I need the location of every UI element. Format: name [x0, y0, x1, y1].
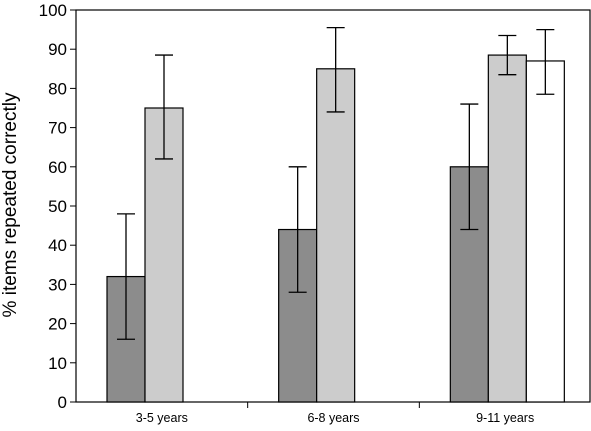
- y-axis-title: % items repeated correctly: [0, 92, 21, 317]
- y-tick-label: 50: [48, 197, 67, 216]
- error-bars: [117, 26, 555, 340]
- y-axis: 0 10 20 30 40 50 60 70 80 90 100: [39, 1, 76, 412]
- x-tick-label: 9-11 years: [476, 411, 534, 425]
- y-tick-label: 0: [58, 393, 67, 412]
- y-tick-label: 90: [48, 40, 67, 59]
- error-bar: [288, 166, 307, 293]
- error-bar: [155, 54, 173, 160]
- error-bar: [326, 26, 345, 113]
- y-tick-label: 10: [48, 354, 67, 373]
- error-bar: [498, 34, 517, 76]
- bar: [487, 54, 527, 403]
- error-bar: [536, 28, 555, 95]
- y-tick-label: 20: [48, 315, 67, 334]
- y-tick-label: 70: [48, 119, 67, 138]
- y-tick-label: 60: [48, 158, 67, 177]
- y-tick-label: 30: [48, 275, 67, 294]
- error-bar: [117, 213, 135, 340]
- error-bar: [460, 103, 479, 231]
- bar: [316, 68, 356, 403]
- x-tick-label: 3-5 years: [136, 411, 188, 425]
- x-tick-label: 6-8 years: [307, 411, 359, 425]
- bar: [525, 60, 565, 403]
- y-tick-label: 80: [48, 79, 67, 98]
- y-tick-label: 100: [39, 1, 67, 20]
- x-axis: 3-5 years 6-8 years 9-11 years: [136, 402, 534, 425]
- y-tick-label: 40: [48, 236, 67, 255]
